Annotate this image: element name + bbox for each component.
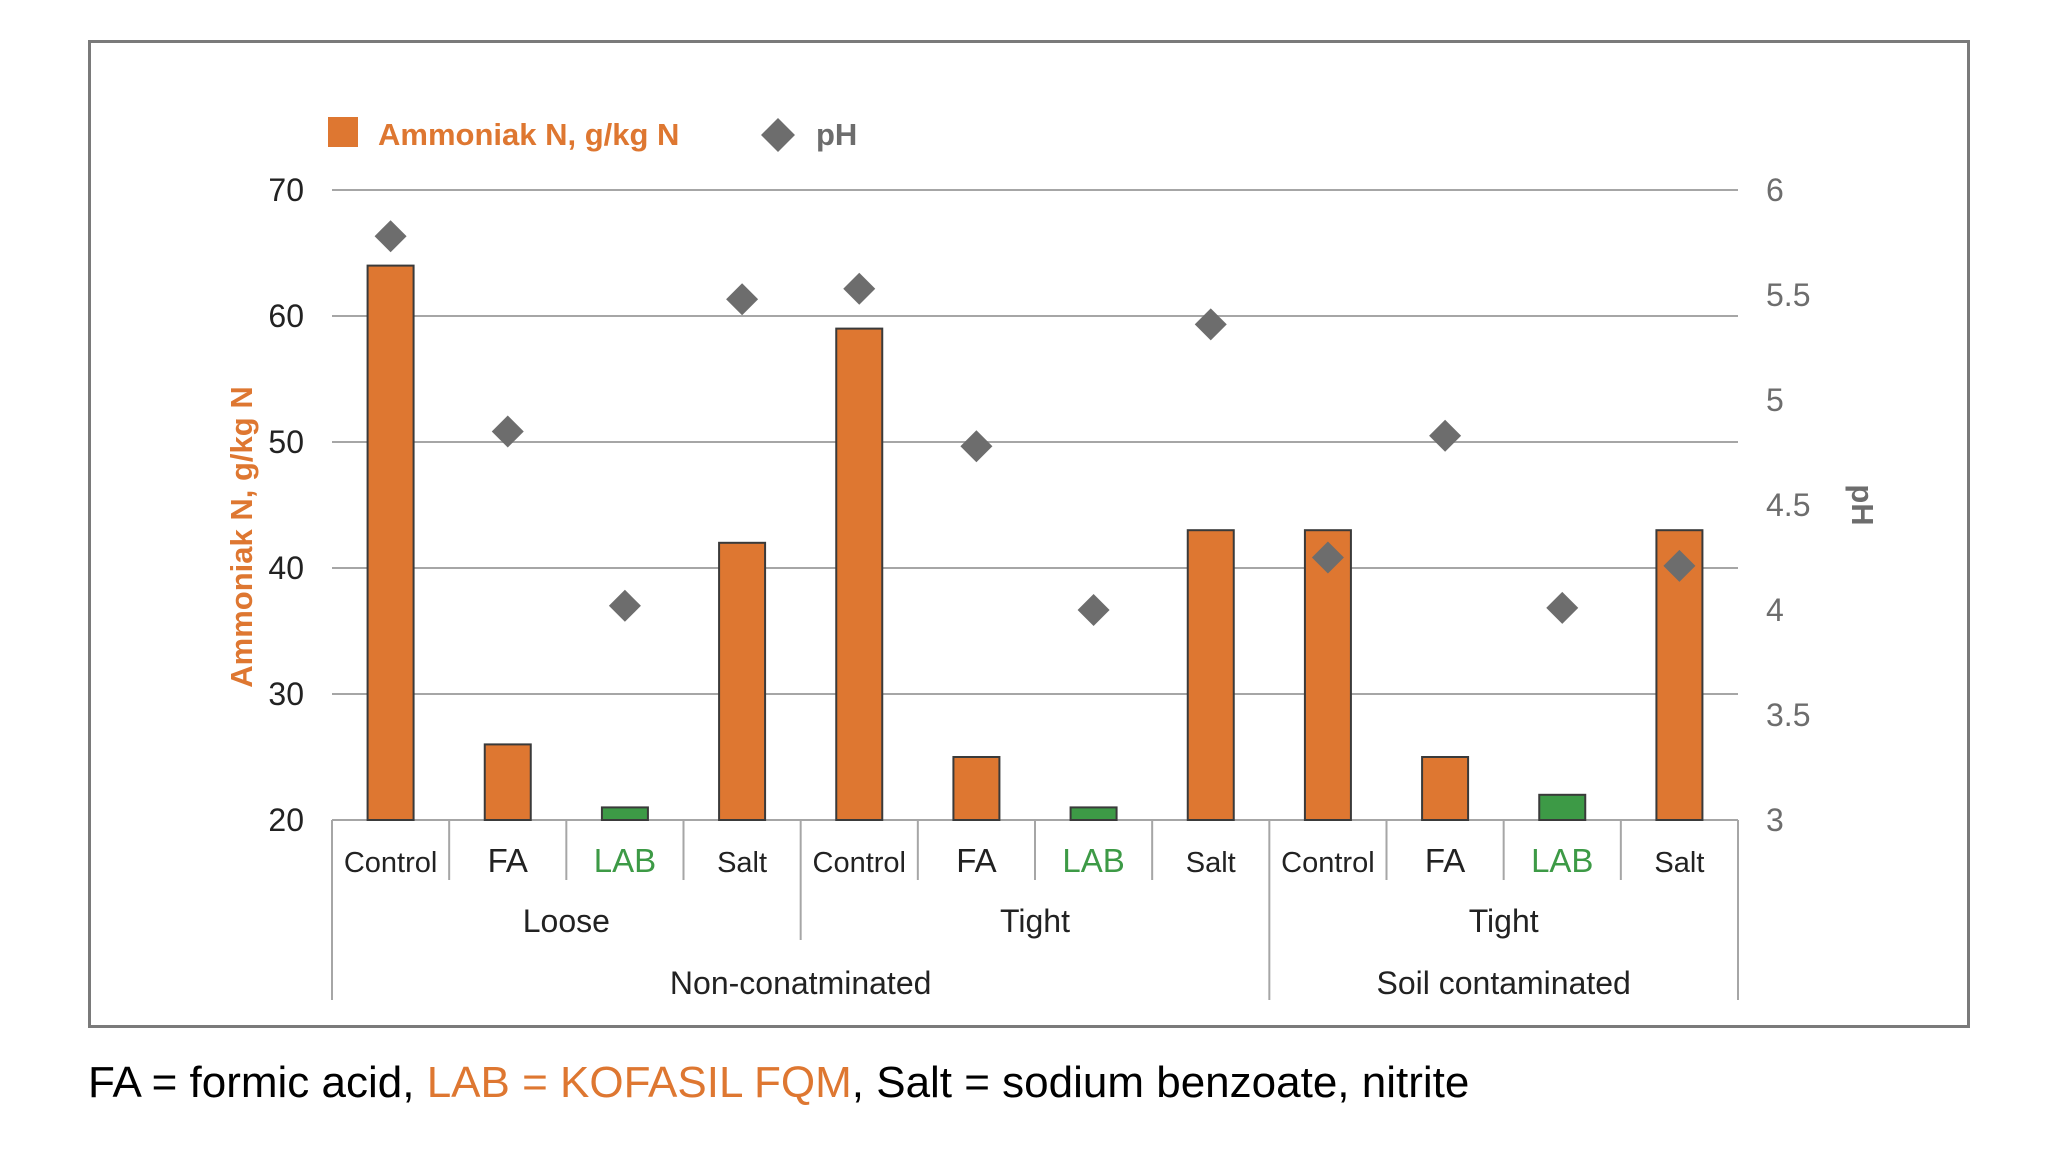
- ph-point: [1546, 591, 1579, 624]
- ph-point: [726, 283, 759, 316]
- ph-point: [1311, 541, 1344, 574]
- ph-point: [374, 220, 407, 253]
- group-label: Tight: [1469, 903, 1539, 939]
- category-label: FA: [1425, 842, 1465, 879]
- left-axis-tick-label: 60: [268, 298, 304, 334]
- right-axis-tick-label: 3.5: [1766, 697, 1810, 733]
- chart-plot: 20 30 40 50 60 70 3 3.5 4 4.5 5 5.5 6 Ammoniak N, g/k…: [224, 172, 1880, 1001]
- category-label: Salt: [1654, 847, 1704, 879]
- bar: [835, 327, 884, 821]
- ph-point: [1663, 549, 1696, 582]
- caption-part-1: FA = formic acid,: [88, 1058, 427, 1107]
- right-axis-tick-label: 4: [1766, 592, 1784, 628]
- category-label: Control: [1281, 847, 1375, 879]
- group-label: Tight: [1000, 903, 1070, 939]
- bar: [1069, 806, 1118, 822]
- right-axis-tick-label: 3: [1766, 802, 1784, 838]
- group-label: Soil contaminated: [1376, 965, 1630, 1001]
- legend-bar-swatch: [328, 117, 358, 147]
- legend-ph-entry: pH: [760, 110, 857, 160]
- left-axis-tick-label: 70: [268, 172, 304, 208]
- ph-point: [491, 415, 524, 448]
- bar: [1303, 529, 1352, 821]
- category-label: Salt: [717, 847, 767, 879]
- ph-point: [1429, 419, 1462, 452]
- bar: [952, 756, 1001, 821]
- left-axis-tick-label: 20: [268, 802, 304, 838]
- ph-point: [1077, 594, 1110, 626]
- caption-part-2: LAB = KOFASIL FQM: [426, 1058, 852, 1107]
- bar: [1421, 756, 1470, 821]
- category-label: Control: [344, 847, 438, 879]
- ph-point: [960, 430, 993, 463]
- right-axis-title: pH: [1845, 484, 1880, 525]
- legend-ph-label: pH: [816, 117, 858, 152]
- right-axis-tick-label: 6: [1766, 172, 1784, 208]
- caption-part-3: , Salt = sodium benzoate, nitrite: [851, 1058, 1470, 1107]
- category-label: Control: [813, 847, 907, 879]
- ph-point: [843, 272, 876, 305]
- ph-point: [608, 589, 641, 622]
- bar: [1186, 529, 1235, 821]
- ph-point: [1194, 308, 1227, 341]
- legend-bar-label: Ammoniak N, g/kg N: [378, 117, 680, 152]
- right-axis-tick-label: 4.5: [1766, 487, 1810, 523]
- right-axis-tick-label: 5.5: [1766, 277, 1810, 313]
- bar: [600, 806, 649, 822]
- category-label: LAB: [1531, 842, 1593, 879]
- category-label: LAB: [594, 842, 656, 879]
- left-axis-tick-label: 40: [268, 550, 304, 586]
- chart-frame: [88, 40, 1970, 1028]
- right-axis-tick-label: 5: [1766, 382, 1784, 418]
- category-label: FA: [488, 842, 528, 879]
- bar: [483, 743, 532, 822]
- left-axis-tick-label: 30: [268, 676, 304, 712]
- legend-bar-entry: Ammoniak N, g/kg N: [328, 110, 679, 160]
- left-axis-tick-label: 50: [268, 424, 304, 460]
- bar: [366, 264, 415, 822]
- chart-caption: FA = formic acid, LAB = KOFASIL FQM, Sal…: [88, 1058, 1469, 1108]
- category-label: LAB: [1062, 842, 1124, 879]
- category-label: Salt: [1186, 847, 1236, 879]
- group-label: Non-conatminated: [670, 965, 931, 1001]
- bar: [718, 541, 767, 821]
- left-axis-title: Ammoniak N, g/kg N: [224, 386, 259, 687]
- category-label: FA: [956, 842, 996, 879]
- group-label: Loose: [523, 903, 610, 939]
- bar: [1538, 793, 1587, 821]
